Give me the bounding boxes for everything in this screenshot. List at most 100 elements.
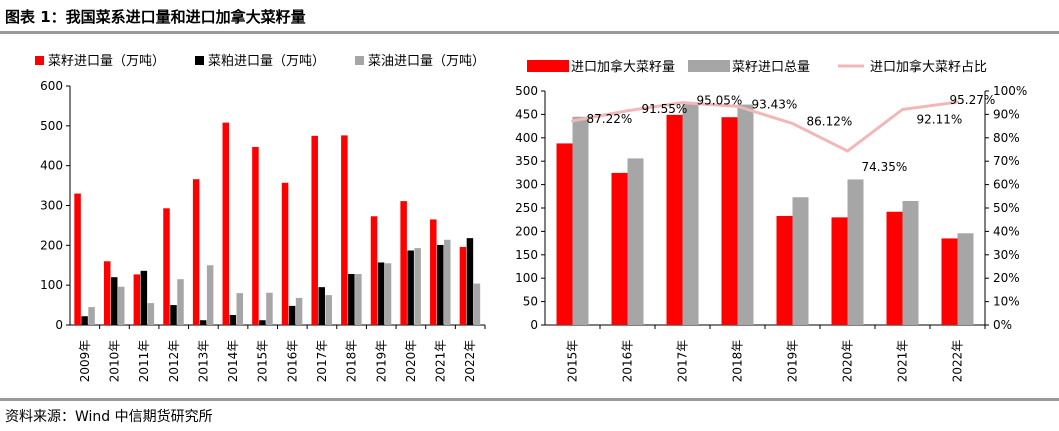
x-tick-label: 2020年 (404, 340, 418, 383)
ratio-point (791, 121, 794, 125)
y-tick-label: 250 (515, 201, 538, 215)
ratio-point (901, 107, 904, 111)
bar (199, 320, 207, 325)
y-tick-label: 300 (515, 178, 538, 192)
ratio-point (571, 119, 574, 123)
y-tick-label: 50 (523, 295, 538, 309)
x-tick-label: 2021年 (434, 340, 448, 383)
x-tick-label: 2009年 (78, 340, 92, 383)
y-tick-label: 200 (40, 238, 63, 252)
bar (682, 102, 699, 325)
x-tick-label: 2011年 (137, 340, 151, 383)
y-tick-label: 100 (515, 271, 538, 285)
ratio-point (681, 101, 684, 105)
x-tick-label: 2015年 (256, 340, 270, 383)
x-tick-label: 2019年 (374, 340, 388, 383)
bar (103, 261, 111, 325)
bar (341, 135, 348, 325)
y-tick-label: 500 (515, 84, 538, 98)
y2-tick-label: 0% (993, 318, 1012, 332)
bar (370, 216, 378, 325)
bar (348, 274, 355, 325)
bar (252, 146, 259, 325)
data-label: 95.27% (950, 93, 996, 107)
y-tick-label: 150 (515, 248, 538, 262)
bar (147, 303, 155, 325)
y2-tick-label: 20% (993, 271, 1020, 285)
y-tick-label: 400 (515, 131, 538, 145)
bar (437, 244, 444, 325)
y-tick-label: 500 (40, 119, 63, 133)
y-tick-label: 450 (515, 107, 538, 121)
y-tick-label: 400 (40, 159, 63, 173)
x-tick-label: 2020年 (841, 340, 855, 383)
bar (473, 283, 481, 325)
x-tick-label: 2022年 (951, 340, 965, 383)
data-label: 87.22% (587, 112, 633, 126)
bar (81, 316, 88, 325)
legend-label: 菜油进口量（万吨） (368, 54, 485, 69)
bar (466, 238, 474, 325)
ratio-point (626, 109, 629, 113)
bar (170, 305, 177, 325)
y2-tick-label: 60% (993, 178, 1020, 192)
bar (288, 305, 296, 325)
bar (847, 179, 864, 325)
y-tick-label: 200 (515, 224, 538, 238)
x-tick-label: 2018年 (731, 340, 745, 383)
bar (941, 238, 958, 325)
x-tick-label: 2018年 (345, 340, 359, 383)
legend-swatch (355, 56, 364, 65)
bar (355, 274, 362, 325)
y2-tick-label: 100% (993, 84, 1027, 98)
bar (266, 292, 273, 325)
y2-tick-label: 80% (993, 131, 1020, 145)
bar (957, 233, 974, 325)
bar (611, 172, 628, 325)
bar (776, 215, 793, 325)
x-tick-label: 2017年 (315, 340, 329, 383)
bar (236, 293, 244, 325)
y-tick-label: 100 (40, 278, 63, 292)
bar (318, 287, 325, 325)
bar (325, 295, 332, 325)
bar (902, 200, 919, 325)
data-label: 92.11% (917, 112, 963, 126)
bar (572, 116, 589, 326)
bar (377, 262, 385, 325)
bar (792, 197, 809, 325)
x-tick-label: 2015年 (566, 340, 580, 383)
y-tick-label: 300 (40, 199, 63, 213)
legend-swatch (195, 56, 204, 65)
data-label: 91.55% (642, 102, 688, 116)
bar (414, 248, 421, 325)
ratio-point (736, 104, 739, 108)
bar (831, 217, 848, 325)
top-divider (0, 31, 1059, 34)
bar (222, 122, 230, 325)
data-label: 86.12% (807, 114, 853, 128)
legend-label: 进口加拿大菜籽占比 (870, 59, 987, 75)
bar (737, 104, 754, 326)
chart-canada-rapeseed: 进口加拿大菜籽量 菜籽进口总量 进口加拿大菜籽占比 0 50 100 150 200 250 30… (515, 59, 1027, 383)
bar (133, 274, 141, 325)
legend-label: 进口加拿大菜籽量 (571, 59, 675, 75)
bar (259, 320, 266, 325)
y2-tick-label: 70% (993, 154, 1020, 168)
y2-tick-label: 50% (993, 201, 1020, 215)
y2-tick-label: 10% (993, 295, 1020, 309)
legend-swatch (35, 56, 44, 65)
bar (177, 279, 184, 325)
x-tick-label: 2017年 (676, 340, 690, 383)
bar (88, 307, 95, 325)
y-tick-label: 350 (515, 154, 538, 168)
ratio-point (846, 149, 849, 153)
bar (459, 246, 467, 325)
data-label: 93.43% (752, 97, 798, 111)
bar (430, 219, 437, 325)
bar (556, 143, 573, 325)
figure-title: 图表 1：我国菜系进口量和进口加拿大菜籽量 (5, 8, 306, 26)
x-tick-label: 2013年 (196, 340, 210, 383)
x-tick-label: 2016年 (285, 340, 299, 383)
bar (206, 265, 214, 325)
